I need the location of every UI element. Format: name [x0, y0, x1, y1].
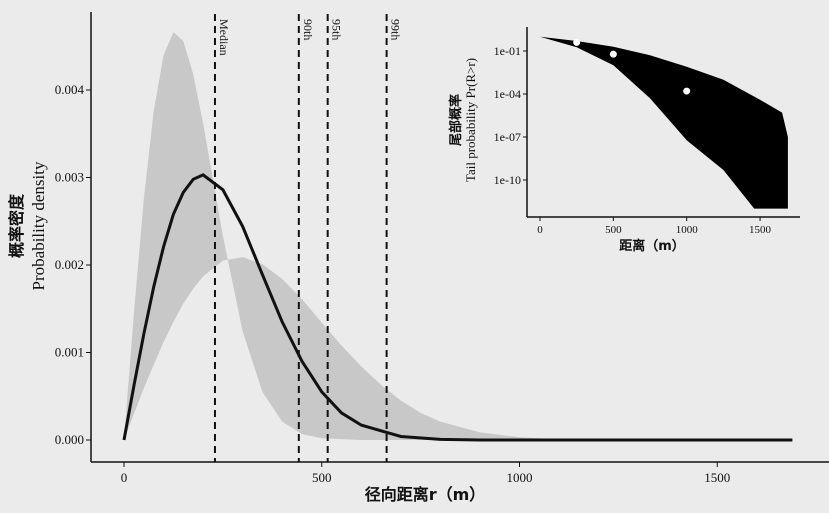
y-tick-label: 0.000 — [55, 432, 84, 447]
y-tick-label: 0.002 — [55, 257, 84, 272]
percentile-label: 95th — [330, 19, 344, 40]
observed-point — [573, 38, 581, 46]
inset-y-tick-label: 1e-04 — [494, 87, 521, 101]
y-axis-title-en: Probability density — [29, 161, 48, 290]
x-tick-label: 1500 — [704, 470, 730, 485]
inset-y-tick-label: 1e-10 — [494, 173, 521, 187]
x-tick-label: 500 — [312, 470, 332, 485]
inset-x-axis-title: 距离（m） — [619, 238, 685, 254]
inset-y-tick-label: 1e-01 — [494, 44, 521, 58]
observed-point — [609, 50, 617, 58]
inset-x-tick-label: 1000 — [676, 224, 699, 236]
inset-x-tick-label: 1500 — [749, 224, 772, 236]
y-tick-label: 0.003 — [55, 170, 84, 185]
x-tick-label: 1000 — [507, 470, 533, 485]
observed-point — [683, 87, 691, 95]
percentile-label: 90th — [301, 19, 315, 40]
x-axis-title: 径向距离r（m） — [365, 485, 486, 504]
percentile-label: 99th — [389, 19, 403, 40]
x-tick-label: 0 — [121, 470, 128, 485]
percentile-label: Median — [217, 19, 231, 56]
inset-x-tick-label: 0 — [537, 224, 543, 236]
inset-y-axis-title-en: Tail probability Pr(R>r) — [463, 58, 478, 182]
y-axis-title-cn: 概率密度 — [7, 193, 26, 258]
inset-x-tick-label: 500 — [605, 224, 622, 236]
tail-probability-band — [540, 36, 788, 209]
y-tick-label: 0.004 — [55, 82, 85, 97]
density-line — [122, 173, 793, 442]
inset-y-axis-title-cn: 尾部概率 — [448, 94, 464, 146]
y-tick-label: 0.001 — [55, 345, 84, 360]
inset-y-tick-label: 1e-07 — [494, 130, 521, 144]
